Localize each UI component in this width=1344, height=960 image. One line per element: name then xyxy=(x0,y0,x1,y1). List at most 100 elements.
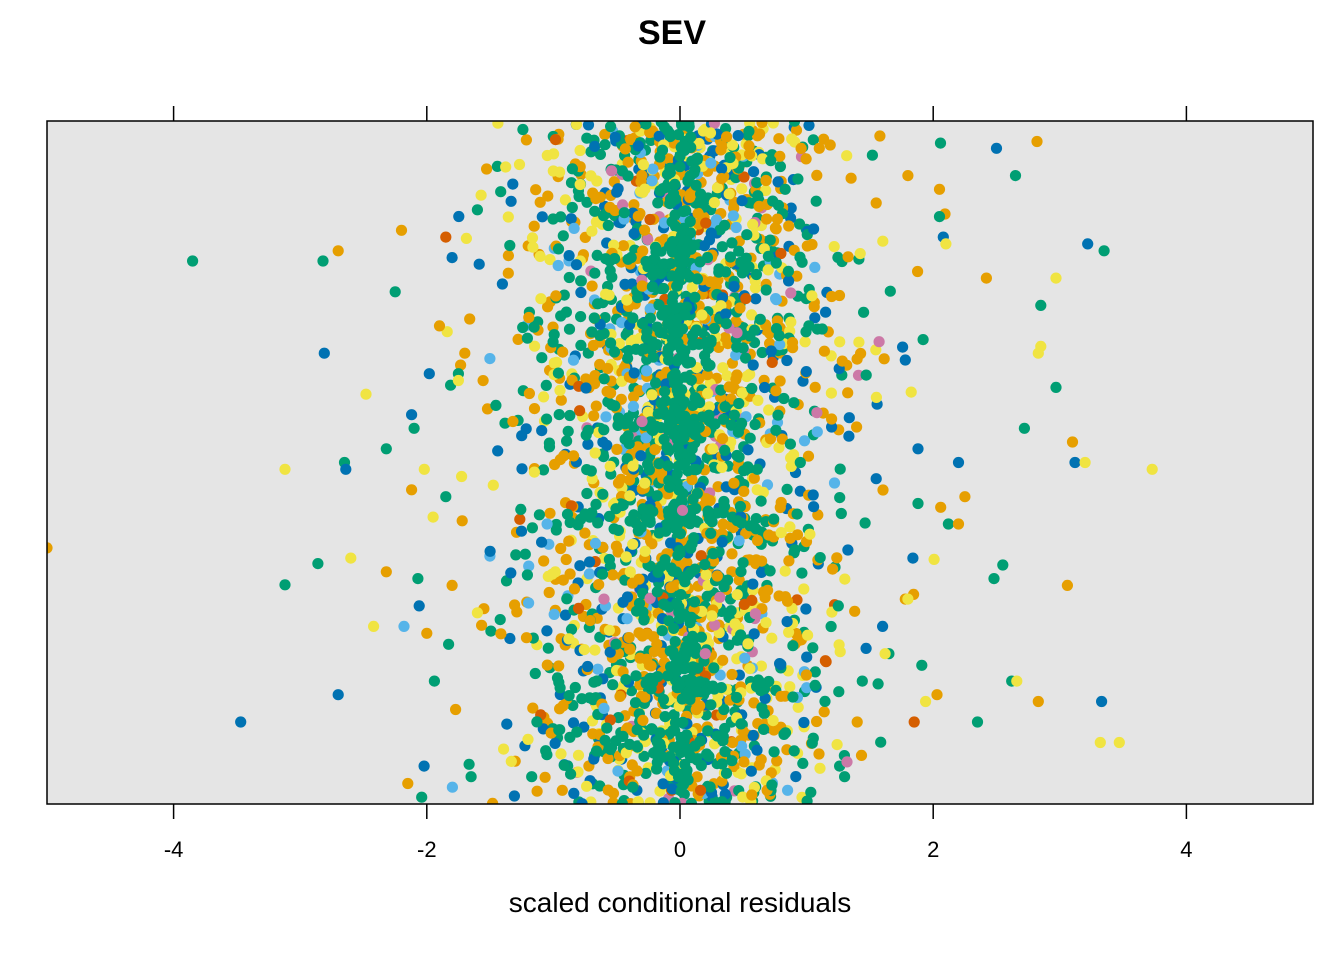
data-point xyxy=(537,464,550,476)
data-point xyxy=(674,528,687,540)
data-point xyxy=(589,140,601,152)
data-point xyxy=(859,517,871,529)
data-point xyxy=(646,175,658,187)
data-point xyxy=(655,422,667,434)
data-point xyxy=(538,391,550,403)
data-point xyxy=(734,500,747,513)
data-point xyxy=(782,265,795,277)
data-point xyxy=(858,306,870,318)
data-point xyxy=(427,511,439,523)
data-point xyxy=(639,183,651,195)
data-point xyxy=(705,527,717,540)
data-point xyxy=(735,517,748,529)
data-point xyxy=(514,513,526,525)
data-point xyxy=(603,289,615,301)
data-point xyxy=(728,477,740,489)
data-point xyxy=(644,312,657,324)
data-point xyxy=(656,309,668,321)
data-point xyxy=(604,255,616,267)
data-point xyxy=(831,552,843,564)
data-point xyxy=(627,460,639,472)
data-point xyxy=(700,217,712,229)
data-point xyxy=(701,369,714,381)
data-point xyxy=(726,566,738,578)
data-point xyxy=(564,409,576,422)
data-point xyxy=(877,235,889,247)
data-point xyxy=(519,548,531,560)
data-point xyxy=(607,679,619,691)
data-point xyxy=(586,280,598,292)
data-point xyxy=(317,255,329,267)
data-point xyxy=(709,619,721,631)
data-point xyxy=(520,134,533,146)
data-point xyxy=(669,302,681,315)
data-point xyxy=(755,660,768,672)
data-point xyxy=(736,387,749,399)
data-point xyxy=(828,477,841,489)
data-point xyxy=(708,121,720,129)
data-point xyxy=(640,513,653,525)
data-point xyxy=(788,745,800,757)
data-point xyxy=(710,214,723,226)
data-point xyxy=(588,410,600,422)
data-point xyxy=(756,702,768,714)
data-point xyxy=(599,128,611,141)
data-point xyxy=(752,394,764,406)
data-point xyxy=(719,401,731,413)
data-point xyxy=(779,565,791,577)
data-point xyxy=(870,197,882,209)
chart-title: SEV xyxy=(638,14,706,52)
data-point xyxy=(908,716,920,728)
data-point xyxy=(552,259,564,272)
data-point xyxy=(764,565,776,577)
data-point xyxy=(737,791,749,803)
data-point xyxy=(475,189,487,201)
data-point xyxy=(733,245,745,257)
data-point xyxy=(873,336,885,348)
data-point xyxy=(794,251,806,263)
data-point xyxy=(685,452,697,464)
data-point xyxy=(589,205,601,217)
data-point xyxy=(843,412,855,424)
data-point xyxy=(702,387,714,399)
data-point xyxy=(551,356,563,368)
data-point xyxy=(585,170,597,182)
data-point xyxy=(513,158,526,171)
data-point xyxy=(406,484,418,496)
data-point xyxy=(563,690,575,702)
data-point xyxy=(1011,675,1023,687)
data-point xyxy=(570,121,583,130)
data-point xyxy=(455,359,467,371)
data-point xyxy=(706,610,718,622)
data-point xyxy=(990,142,1003,154)
data-point xyxy=(721,131,733,143)
data-point xyxy=(576,798,588,804)
data-point xyxy=(633,597,646,609)
data-point xyxy=(689,563,701,575)
data-point xyxy=(575,286,587,299)
data-point xyxy=(704,127,717,139)
data-point xyxy=(548,148,560,160)
data-point xyxy=(557,700,569,712)
data-point xyxy=(760,617,772,629)
data-point xyxy=(575,339,587,351)
data-point xyxy=(726,755,738,767)
data-point xyxy=(761,213,773,225)
data-point xyxy=(623,345,635,357)
data-point xyxy=(746,309,758,321)
data-point xyxy=(980,272,993,284)
data-point xyxy=(1079,456,1091,469)
x-tick-label: 2 xyxy=(927,837,939,862)
data-point xyxy=(663,615,675,627)
data-point xyxy=(785,316,797,328)
data-point xyxy=(446,252,458,264)
data-point xyxy=(637,714,649,727)
data-point xyxy=(801,682,813,694)
data-point xyxy=(860,369,872,381)
data-point xyxy=(691,152,704,164)
data-point xyxy=(659,182,671,194)
data-point xyxy=(543,586,555,599)
data-point xyxy=(825,620,837,633)
data-point xyxy=(707,443,719,455)
data-point xyxy=(843,430,855,442)
